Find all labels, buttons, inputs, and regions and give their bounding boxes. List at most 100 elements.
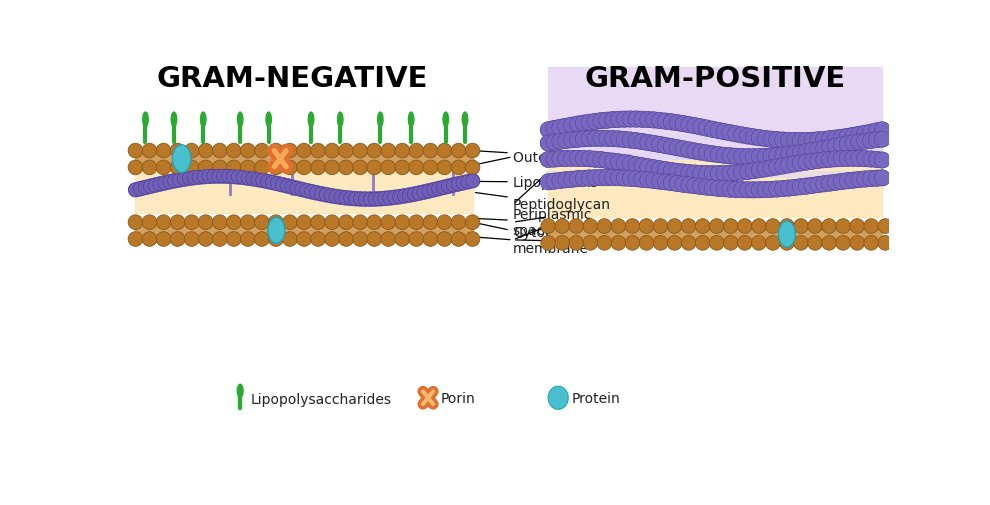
Circle shape <box>170 216 185 230</box>
Ellipse shape <box>409 113 414 127</box>
Circle shape <box>617 171 633 187</box>
Circle shape <box>769 182 785 197</box>
Circle shape <box>144 180 157 194</box>
Circle shape <box>378 192 392 206</box>
Circle shape <box>698 180 715 196</box>
Circle shape <box>722 166 738 182</box>
Circle shape <box>640 112 656 128</box>
Circle shape <box>834 137 849 154</box>
Circle shape <box>822 140 838 156</box>
Circle shape <box>710 219 724 234</box>
Circle shape <box>645 161 661 177</box>
Circle shape <box>162 176 176 189</box>
Circle shape <box>716 166 733 182</box>
Circle shape <box>757 131 773 147</box>
Circle shape <box>213 216 227 230</box>
Circle shape <box>423 161 438 175</box>
Circle shape <box>786 157 803 173</box>
Circle shape <box>657 162 673 178</box>
Circle shape <box>840 173 855 189</box>
Circle shape <box>864 236 878 250</box>
Circle shape <box>822 131 838 147</box>
Circle shape <box>828 175 843 191</box>
Circle shape <box>710 236 724 250</box>
Circle shape <box>724 236 739 250</box>
Circle shape <box>622 157 639 173</box>
Circle shape <box>134 182 148 196</box>
Circle shape <box>850 135 867 151</box>
Text: Protein: Protein <box>571 391 620 405</box>
Circle shape <box>339 161 353 175</box>
Circle shape <box>437 181 450 195</box>
Circle shape <box>367 144 381 159</box>
Circle shape <box>427 183 441 197</box>
Circle shape <box>353 192 367 207</box>
Circle shape <box>728 127 743 142</box>
Circle shape <box>774 133 791 149</box>
Circle shape <box>575 171 591 187</box>
Circle shape <box>810 177 826 193</box>
Circle shape <box>663 175 679 191</box>
Circle shape <box>640 160 656 176</box>
Circle shape <box>769 148 785 164</box>
Circle shape <box>757 149 773 165</box>
Circle shape <box>864 219 878 234</box>
Circle shape <box>780 147 797 163</box>
Circle shape <box>836 236 850 250</box>
Circle shape <box>451 144 466 159</box>
Circle shape <box>581 171 597 187</box>
Circle shape <box>822 152 838 168</box>
Circle shape <box>184 216 199 230</box>
Circle shape <box>352 216 367 230</box>
Circle shape <box>798 133 814 149</box>
Circle shape <box>339 232 353 247</box>
Text: GRAM-POSITIVE: GRAM-POSITIVE <box>585 65 845 93</box>
Circle shape <box>722 182 738 198</box>
Circle shape <box>763 148 779 165</box>
Circle shape <box>569 151 585 167</box>
Circle shape <box>295 183 309 197</box>
Circle shape <box>745 129 761 145</box>
Circle shape <box>456 177 470 190</box>
Circle shape <box>557 151 574 167</box>
Bar <box>136 220 472 242</box>
Circle shape <box>423 216 438 230</box>
Ellipse shape <box>238 113 243 127</box>
Circle shape <box>669 116 685 131</box>
Circle shape <box>640 135 656 151</box>
Circle shape <box>868 171 885 187</box>
Circle shape <box>339 191 352 206</box>
Circle shape <box>657 114 673 130</box>
Circle shape <box>640 236 653 250</box>
Circle shape <box>850 127 867 143</box>
Circle shape <box>745 182 761 198</box>
Circle shape <box>227 161 242 175</box>
Circle shape <box>395 144 410 159</box>
Circle shape <box>734 128 749 144</box>
Bar <box>548 224 882 246</box>
Circle shape <box>198 216 213 230</box>
Circle shape <box>417 186 431 199</box>
Circle shape <box>622 133 639 149</box>
Circle shape <box>255 174 269 188</box>
Ellipse shape <box>172 145 191 173</box>
Circle shape <box>681 142 697 159</box>
Circle shape <box>780 181 797 197</box>
Circle shape <box>794 236 808 250</box>
Circle shape <box>868 124 885 140</box>
Circle shape <box>774 181 791 197</box>
Circle shape <box>651 113 667 129</box>
Circle shape <box>143 232 156 247</box>
Circle shape <box>810 153 826 169</box>
Circle shape <box>757 182 773 198</box>
Circle shape <box>605 154 621 170</box>
Circle shape <box>657 138 673 155</box>
Circle shape <box>645 113 661 129</box>
Circle shape <box>740 149 755 166</box>
Circle shape <box>184 161 199 175</box>
Circle shape <box>541 236 555 250</box>
Circle shape <box>669 164 685 180</box>
Circle shape <box>423 144 438 159</box>
Circle shape <box>325 216 340 230</box>
Bar <box>548 160 882 218</box>
